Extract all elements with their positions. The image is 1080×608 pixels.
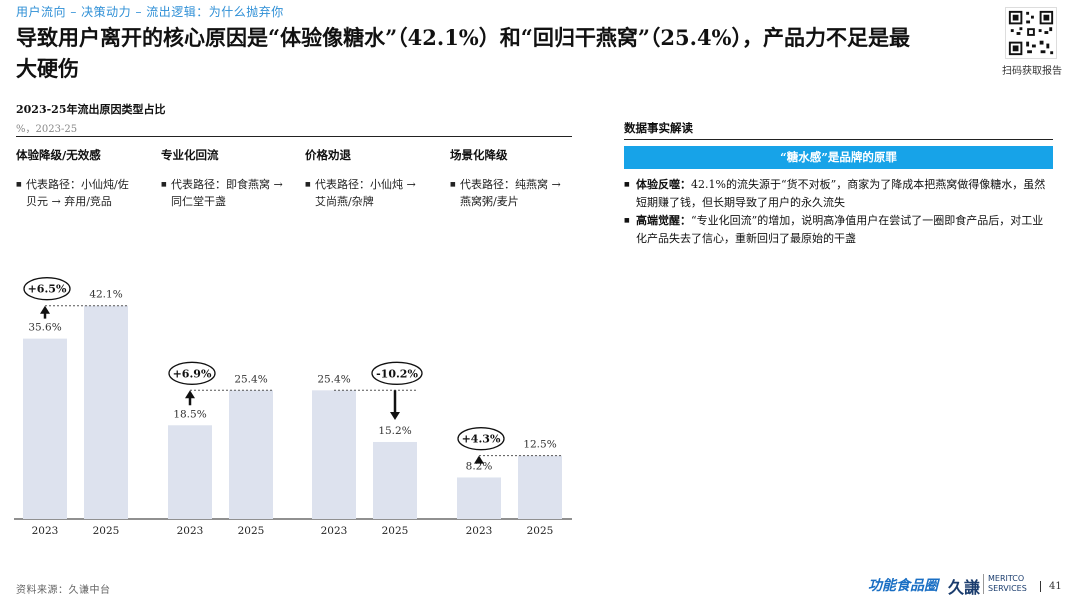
category-description: 代表路径：小仙炖/佐贝元 → 弃用/竞品: [16, 176, 138, 210]
insight-panel-rule: [624, 139, 1053, 140]
qr-code-icon: [1005, 7, 1057, 59]
bar: [84, 305, 128, 519]
qr-caption: 扫码获取报告: [1002, 66, 1062, 77]
change-badge: [457, 427, 505, 451]
finding-text: “专业化回流”的增加，说明高净值用户在尝试了一圈即食产品后，对工业化产品失去了信…: [636, 214, 1044, 245]
arrow-up-icon: [185, 390, 195, 399]
change-badge: [23, 277, 71, 301]
change-badge-label: +6.9%: [173, 367, 212, 380]
arrow-up-icon: [474, 455, 484, 464]
change-badge-label: -10.2%: [376, 367, 418, 380]
category-title: 场景化降级: [450, 148, 508, 162]
bar-value-label: 15.2%: [378, 425, 411, 437]
x-tick-label: 2023: [321, 525, 348, 537]
change-badge: [168, 361, 216, 385]
x-tick-label: 2023: [466, 525, 493, 537]
finding-text: 42.1%的流失源于“货不对板”，商家为了降成本把燕窝做得像糖水，虽然短期赚了钱…: [636, 178, 1046, 209]
page-number: 41: [1040, 581, 1062, 592]
change-badge-label: +6.5%: [28, 283, 67, 296]
insight-panel-title: 数据事实解读: [624, 121, 693, 135]
page-title: 导致用户离开的核心原因是“体验像糖水”（42.1%）和“回归干燕窝”（25.4%…: [16, 25, 911, 81]
bar-value-label: 18.5%: [173, 408, 206, 420]
bar: [168, 425, 212, 519]
finding-item: 体验反噬：42.1%的流失源于“货不对板”，商家为了降成本把燕窝做得像糖水，虽然…: [624, 176, 1053, 212]
bar: [229, 390, 273, 519]
bar: [373, 441, 417, 519]
arrow-up-icon: [40, 305, 50, 314]
x-tick-label: 2025: [382, 525, 409, 537]
finding-label: 高端觉醒：: [636, 214, 691, 227]
x-tick-label: 2025: [93, 525, 120, 537]
insight-banner: “糖水感”是品牌的原罪: [624, 146, 1053, 169]
change-badge: [371, 361, 423, 385]
category-description: 代表路径：小仙炖 → 艾尚燕/杂牌: [305, 176, 427, 210]
chart-title: 2023-25年流出原因类型占比: [16, 103, 166, 116]
company-logo: 久謙: [948, 578, 981, 597]
category-description: 代表路径：即食燕窝 → 同仁堂干盏: [161, 176, 283, 210]
x-tick-label: 2025: [238, 525, 265, 537]
bar-value-label: 25.4%: [317, 373, 350, 385]
x-tick-label: 2023: [177, 525, 204, 537]
bar-value-label: 12.5%: [523, 439, 556, 451]
bar: [518, 455, 562, 519]
x-tick-label: 2025: [527, 525, 554, 537]
change-badge-label: +4.3%: [462, 433, 501, 446]
company-logo-text: MERITCO SERVICES: [983, 574, 1027, 594]
breadcrumb: 用户流向 – 决策动力 – 流出逻辑：为什么抛弃你: [16, 5, 284, 19]
finding-item: 高端觉醒：“专业化回流”的增加，说明高净值用户在尝试了一圈即食产品后，对工业化产…: [624, 212, 1053, 248]
chart-top-rule: [16, 136, 572, 137]
source-note: 资料来源：久谦中台: [16, 585, 111, 596]
category-title: 专业化回流: [161, 148, 219, 162]
bar: [457, 477, 501, 519]
bar: [312, 390, 356, 519]
bar-value-label: 35.6%: [28, 322, 61, 334]
category-title: 体验降级/无效感: [16, 148, 101, 162]
brand-logo: 功能食品圈: [868, 578, 938, 594]
company-en-2: SERVICES: [988, 584, 1027, 593]
company-en-1: MERITCO: [988, 574, 1025, 583]
x-tick-label: 2023: [32, 525, 59, 537]
category-description: 代表路径：纯燕窝 → 燕窝粥/麦片: [450, 176, 572, 210]
bar-value-label: 8.2%: [466, 460, 493, 472]
bar: [23, 338, 67, 519]
bar-value-label: 25.4%: [234, 373, 267, 385]
arrow-down-icon: [390, 411, 400, 420]
chart-subtitle: %，2023-25: [16, 124, 78, 135]
bar-value-label: 42.1%: [89, 289, 122, 301]
finding-label: 体验反噬：: [636, 178, 691, 191]
bar-chart: 35.6% 2023 42.1% 2025 +6.5% 18.5% 2023 25.4% 202…: [14, 277, 572, 537]
category-title: 价格劝退: [305, 148, 351, 162]
